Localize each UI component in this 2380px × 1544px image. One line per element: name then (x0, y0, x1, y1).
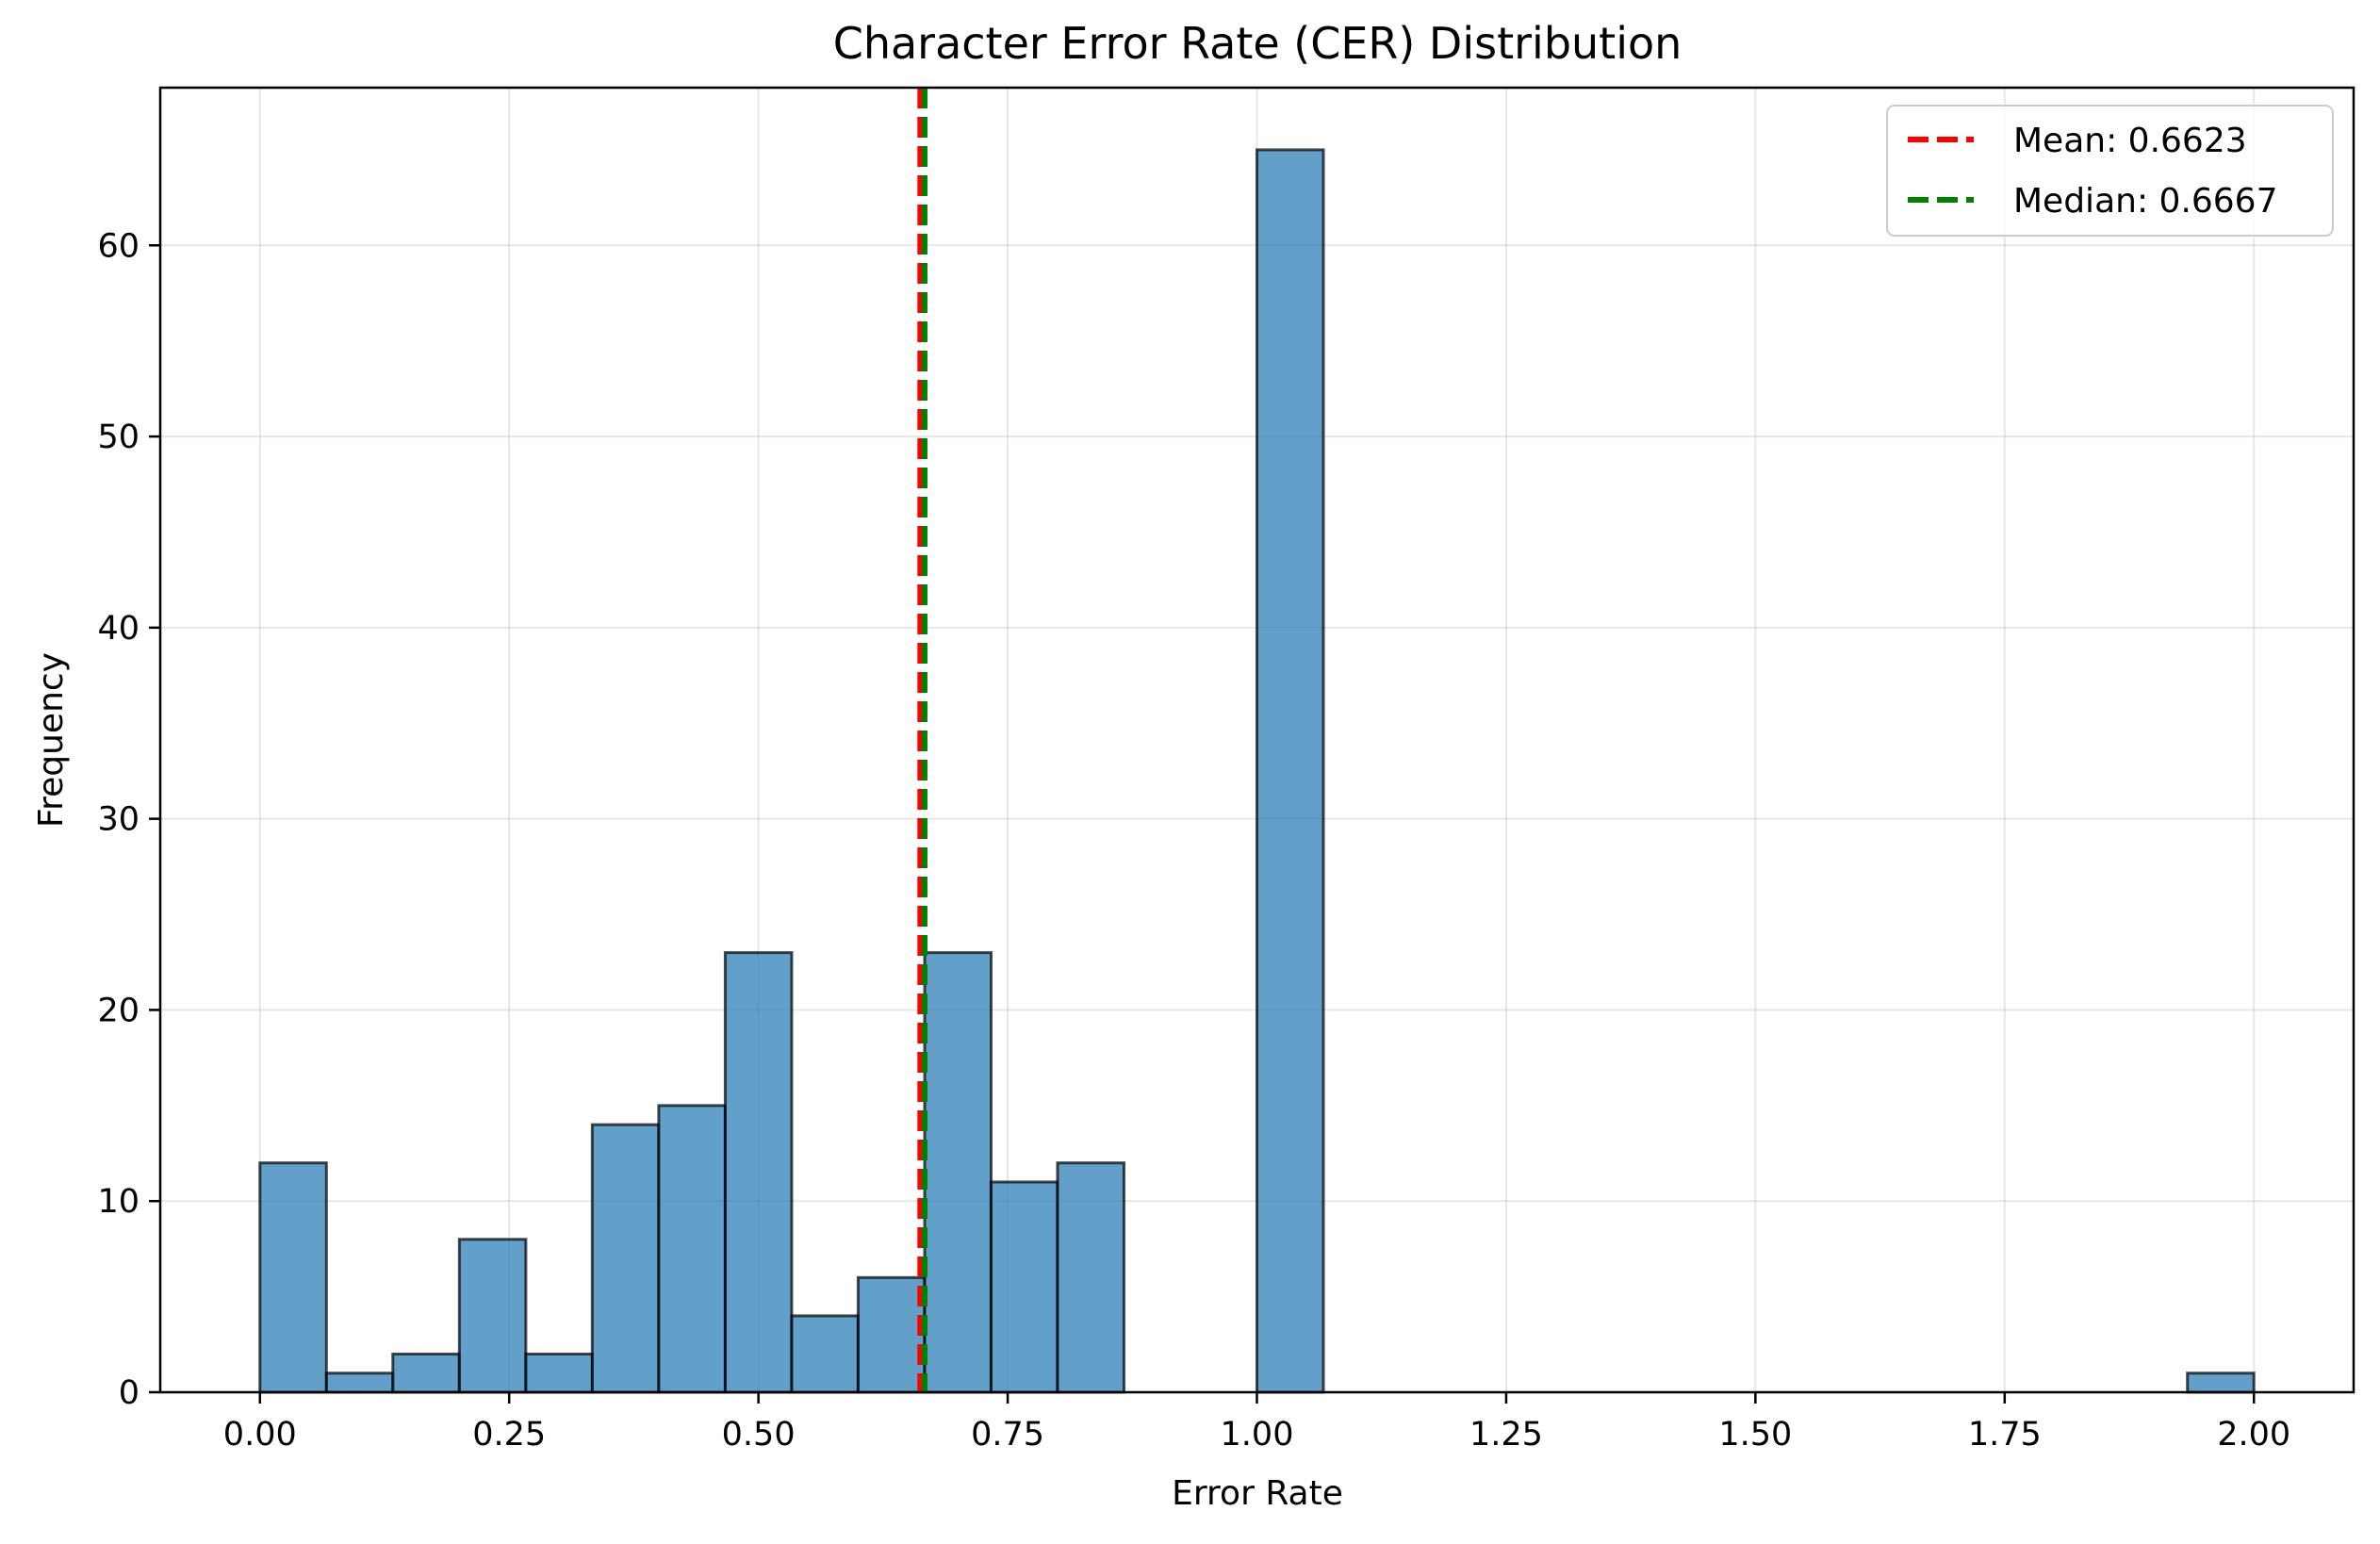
legend-label-mean: Mean: 0.6623 (2013, 122, 2247, 160)
histogram-bar (2186, 1372, 2256, 1394)
x-tick-label: 1.75 (1968, 1416, 2042, 1454)
x-tick-label: 0.25 (472, 1416, 546, 1454)
histogram-bar (1256, 148, 1325, 1394)
chart-title: Character Error Rate (CER) Distribution (833, 18, 1682, 69)
histogram-bar (457, 1238, 528, 1394)
histogram-bar (657, 1104, 727, 1394)
x-axis-label: Error Rate (1172, 1474, 1343, 1513)
x-tick-label: 1.00 (1221, 1416, 1294, 1454)
histogram-bar (723, 951, 794, 1394)
histogram-bar (923, 951, 993, 1394)
histogram-bars (258, 148, 2256, 1394)
y-tick-label: 0 (119, 1374, 140, 1412)
histogram-bar (989, 1180, 1059, 1394)
x-tick-label: 2.00 (2217, 1416, 2290, 1454)
legend-label-median: Median: 0.6667 (2013, 182, 2277, 221)
x-tick-label: 0.50 (722, 1416, 796, 1454)
histogram-bar (856, 1275, 927, 1394)
histogram-bar (324, 1372, 395, 1394)
reference-lines (917, 88, 927, 1392)
histogram-bar (391, 1352, 461, 1394)
y-tick-label: 60 (97, 227, 140, 265)
y-tick-label: 40 (97, 610, 140, 648)
x-tick-label: 1.25 (1469, 1416, 1543, 1454)
histogram-bar (258, 1161, 328, 1394)
y-tick-label: 20 (97, 992, 140, 1029)
x-tick-label: 0.00 (223, 1416, 297, 1454)
y-axis-label: Frequency (32, 652, 71, 828)
x-tick-label: 1.50 (1718, 1416, 1792, 1454)
x-tick-label: 0.75 (971, 1416, 1044, 1454)
legend: Mean: 0.6623 Median: 0.6667 (1886, 105, 2334, 237)
y-tick-label: 50 (97, 419, 140, 456)
y-axis-ticks: 0 10 20 30 40 50 60 (97, 227, 160, 1412)
y-tick-label: 10 (97, 1183, 140, 1221)
histogram-bar (790, 1314, 860, 1394)
histogram-bar (590, 1123, 661, 1394)
histogram-bar (524, 1352, 594, 1394)
y-tick-label: 30 (97, 801, 140, 839)
histogram-bar (1056, 1161, 1126, 1394)
x-axis-ticks: 0.00 0.25 0.50 0.75 1.00 1.25 1.50 1.75 2.00 (223, 1392, 2290, 1454)
legend-box (1886, 105, 2334, 237)
